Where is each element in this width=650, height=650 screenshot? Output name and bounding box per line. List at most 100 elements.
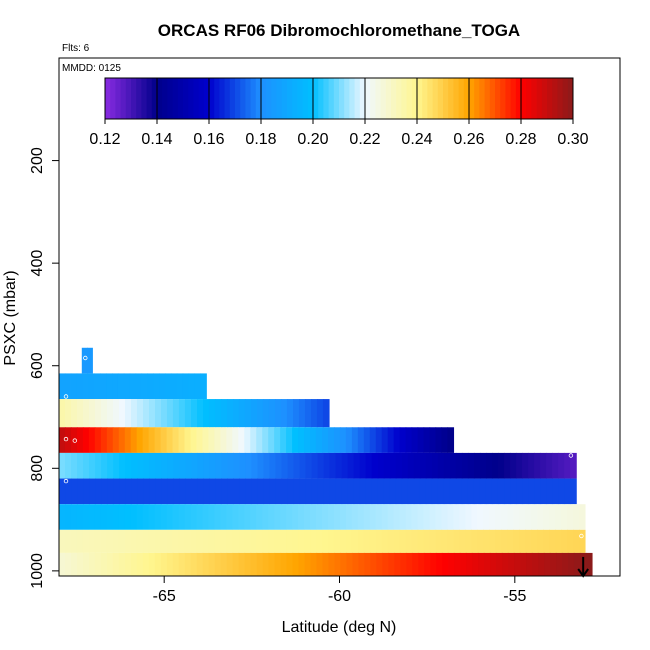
heatmap-cell <box>564 478 571 505</box>
heatmap-cell <box>77 478 84 505</box>
heatmap-cell <box>190 504 198 530</box>
heatmap-cell <box>479 478 487 505</box>
heatmap-cell <box>154 552 162 576</box>
colorbar-swatch <box>313 78 319 119</box>
heatmap-cell <box>113 452 120 479</box>
colorbar-tick-label: 0.30 <box>557 131 588 148</box>
colorbar-swatch <box>281 78 288 119</box>
heatmap-cell <box>537 504 544 530</box>
colorbar-swatch <box>344 78 350 119</box>
heatmap-cell <box>148 399 156 428</box>
heatmap-cell <box>441 427 449 453</box>
colorbar-swatch <box>380 78 387 119</box>
heatmap-cell <box>305 478 313 505</box>
heatmap-cell <box>226 504 233 530</box>
heatmap-cell <box>268 504 275 530</box>
colorbar-swatch <box>521 78 527 119</box>
heatmap-cell <box>196 427 204 453</box>
heatmap-cell <box>317 452 325 479</box>
heatmap-cell <box>77 452 84 479</box>
heatmap-cell <box>419 452 427 479</box>
heatmap-cell <box>64 529 72 553</box>
flights-note: Flts: 6 <box>62 43 90 54</box>
heatmap-cell <box>142 399 150 428</box>
heatmap-band <box>59 452 577 479</box>
heatmap-cell <box>552 478 559 505</box>
heatmap-cell <box>453 504 461 530</box>
colorbar-tick-label: 0.28 <box>505 131 536 148</box>
heatmap-cell <box>497 478 505 505</box>
heatmap-cell <box>160 552 168 576</box>
heatmap-cell <box>77 399 84 428</box>
heatmap-cell <box>238 399 246 428</box>
heatmap-cell <box>407 478 415 505</box>
heatmap-cell <box>124 427 132 453</box>
heatmap-cell <box>178 529 186 553</box>
heatmap-cell <box>274 504 281 530</box>
heatmap-cell <box>107 399 114 428</box>
colorbar-swatch <box>562 78 569 119</box>
heatmap-cell <box>257 452 265 479</box>
sample-point <box>72 438 77 443</box>
heatmap-cell <box>345 427 353 453</box>
colorbar-swatch <box>224 78 231 119</box>
heatmap-band <box>59 504 586 530</box>
colorbar-tick-label: 0.16 <box>193 131 224 148</box>
colorbar-swatch <box>349 78 356 119</box>
heatmap-cell <box>352 552 360 576</box>
heatmap-cell <box>172 529 180 553</box>
heatmap-cell <box>142 529 150 553</box>
heatmap-cell <box>172 552 180 576</box>
heatmap-cell <box>239 452 247 479</box>
heatmap-cell <box>429 504 437 530</box>
heatmap-cell <box>232 552 240 576</box>
heatmap-cell <box>389 478 397 505</box>
colorbar-swatch <box>531 78 538 119</box>
colorbar-swatch <box>188 78 194 119</box>
heatmap-cell <box>203 452 210 479</box>
heatmap-cell <box>160 504 168 530</box>
colorbar-swatch <box>250 78 257 119</box>
heatmap-cell <box>118 529 126 553</box>
heatmap-cell <box>405 529 413 553</box>
heatmap-cell <box>244 552 252 576</box>
heatmap-cell <box>250 552 258 576</box>
heatmap-cell <box>310 529 317 553</box>
colorbar-swatch <box>469 78 475 119</box>
colorbar-swatch <box>500 78 506 119</box>
heatmap-cell <box>394 552 401 576</box>
heatmap-cell <box>507 529 514 553</box>
heatmap-cell <box>232 504 239 530</box>
heatmap-cell <box>461 478 469 505</box>
heatmap-cell <box>465 529 472 553</box>
heatmap-cell <box>491 478 499 505</box>
heatmap-cell <box>585 552 593 576</box>
heatmap-cell <box>353 478 361 505</box>
heatmap-cell <box>293 478 301 505</box>
colorbar-swatch <box>177 78 184 119</box>
heatmap-cell <box>64 552 72 576</box>
heatmap-cell <box>136 529 144 553</box>
heatmap-cell <box>383 452 391 479</box>
heatmap-cell <box>357 504 365 530</box>
heatmap-cell <box>268 529 275 553</box>
heatmap-cell <box>149 478 156 505</box>
colorbar-swatch <box>536 78 543 119</box>
heatmap-cell <box>323 478 331 505</box>
heatmap-cell <box>129 373 137 400</box>
heatmap-cell <box>513 504 520 530</box>
sample-point <box>63 436 69 442</box>
heatmap-cell <box>106 504 114 530</box>
heatmap-cell <box>286 552 294 576</box>
heatmap-cell <box>148 552 156 576</box>
heatmap-cell <box>244 529 251 553</box>
heatmap-cell <box>166 399 174 428</box>
heatmap-cell <box>119 452 126 479</box>
heatmap-cell <box>94 373 101 400</box>
heatmap-cell <box>359 478 367 505</box>
heatmap-cell <box>137 478 144 505</box>
heatmap-cell <box>333 427 341 453</box>
heatmap-cell <box>461 452 469 479</box>
heatmap-cell <box>443 478 451 505</box>
heatmap-cell <box>544 552 551 576</box>
